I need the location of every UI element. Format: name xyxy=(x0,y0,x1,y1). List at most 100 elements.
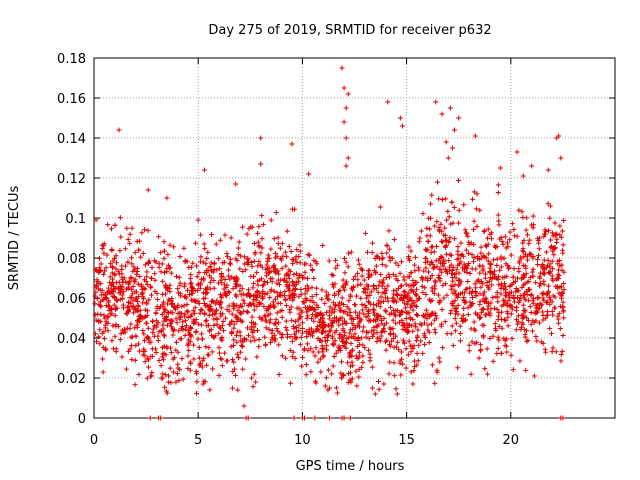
data-point xyxy=(480,297,486,303)
data-point xyxy=(205,249,211,255)
data-point xyxy=(313,312,319,318)
data-point xyxy=(181,303,187,309)
data-point xyxy=(494,350,500,356)
data-point xyxy=(154,290,160,296)
data-point xyxy=(289,338,295,344)
data-point xyxy=(230,286,236,292)
y-tick-label: 0.12 xyxy=(57,172,86,187)
data-point xyxy=(374,335,380,341)
data-point xyxy=(304,334,310,340)
data-point xyxy=(407,343,413,349)
data-point xyxy=(183,295,189,301)
data-point xyxy=(437,359,443,365)
data-point xyxy=(440,282,446,288)
data-point xyxy=(463,247,469,253)
data-point xyxy=(452,298,458,304)
data-point xyxy=(99,330,105,336)
data-point xyxy=(217,292,223,298)
data-point xyxy=(477,207,483,213)
data-point xyxy=(173,273,179,279)
data-point xyxy=(546,228,552,234)
data-point xyxy=(251,307,257,313)
data-point xyxy=(440,239,446,245)
data-point xyxy=(434,219,440,225)
data-point xyxy=(442,225,448,231)
data-point xyxy=(204,255,210,261)
data-point xyxy=(385,298,391,304)
data-point xyxy=(504,343,510,349)
data-point xyxy=(180,319,186,325)
data-point xyxy=(272,338,278,344)
data-point xyxy=(492,305,498,311)
data-point xyxy=(240,344,246,350)
data-point xyxy=(150,319,156,325)
data-point xyxy=(437,297,443,303)
data-point xyxy=(193,317,199,323)
data-point xyxy=(417,321,423,327)
data-point xyxy=(274,326,280,332)
data-point xyxy=(387,359,393,365)
data-point xyxy=(378,317,384,323)
data-point xyxy=(405,328,411,334)
data-point xyxy=(465,279,471,285)
data-point xyxy=(420,289,426,295)
data-point xyxy=(184,301,190,307)
data-point xyxy=(414,286,420,292)
data-point xyxy=(303,296,309,302)
data-point xyxy=(222,277,228,283)
data-point xyxy=(141,315,147,321)
data-point xyxy=(405,352,411,358)
data-point xyxy=(108,261,114,267)
data-point xyxy=(355,257,361,263)
data-point xyxy=(384,243,390,249)
data-point xyxy=(508,311,514,317)
data-point xyxy=(434,264,440,270)
data-point xyxy=(231,302,237,308)
data-point xyxy=(251,258,257,264)
data-point xyxy=(443,243,449,249)
data-point xyxy=(339,338,345,344)
data-point xyxy=(432,223,438,229)
data-point xyxy=(391,237,397,243)
data-point xyxy=(412,262,418,268)
data-point xyxy=(522,334,528,340)
data-point xyxy=(501,335,507,341)
data-point xyxy=(550,278,556,284)
data-point xyxy=(205,304,211,310)
data-point xyxy=(466,250,472,256)
data-point xyxy=(162,333,168,339)
data-point xyxy=(254,292,260,298)
data-point xyxy=(450,290,456,296)
data-point xyxy=(453,293,459,299)
data-point xyxy=(550,233,556,239)
data-point xyxy=(199,331,205,337)
data-point xyxy=(101,312,107,318)
data-point xyxy=(435,292,441,298)
data-point xyxy=(347,313,353,319)
data-point xyxy=(541,278,547,284)
data-point xyxy=(560,415,566,421)
data-point xyxy=(408,270,414,276)
data-point xyxy=(513,289,519,295)
data-point xyxy=(179,303,185,309)
data-point xyxy=(309,285,315,291)
data-point xyxy=(487,265,493,271)
data-point xyxy=(188,297,194,303)
data-point xyxy=(520,214,526,220)
data-point xyxy=(187,359,193,365)
data-point xyxy=(530,266,536,272)
data-point xyxy=(264,318,270,324)
data-point xyxy=(154,324,160,330)
data-point xyxy=(118,287,124,293)
data-point xyxy=(284,228,290,234)
data-point xyxy=(416,267,422,273)
data-point xyxy=(487,275,493,281)
data-point xyxy=(507,237,513,243)
data-point xyxy=(108,226,114,232)
data-point xyxy=(352,331,358,337)
data-point xyxy=(401,340,407,346)
data-point xyxy=(272,255,278,261)
data-point xyxy=(461,202,467,208)
data-point xyxy=(201,355,207,361)
data-point xyxy=(349,320,355,326)
